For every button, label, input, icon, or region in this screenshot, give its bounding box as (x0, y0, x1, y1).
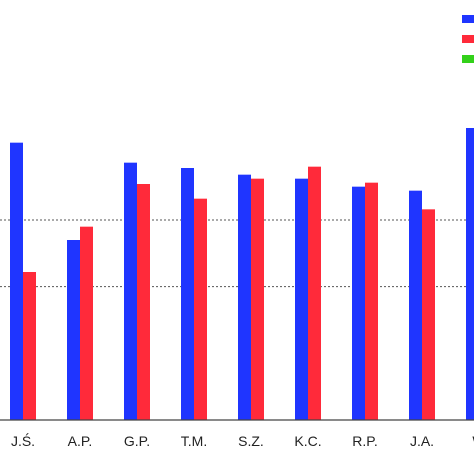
gridlines (0, 219, 474, 288)
x-tick-label: T.M. (181, 433, 207, 449)
x-tick-label: J.Ś. (11, 432, 35, 449)
x-tick-label: G.P. (124, 433, 150, 449)
bar-series-1-3 (194, 198, 207, 420)
legend-swatch-2 (462, 55, 474, 63)
bar-series-0-6 (352, 186, 365, 420)
bar-series-1-7 (422, 209, 435, 420)
x-tick-label: J.A. (410, 433, 434, 449)
bar-series-1-1 (80, 226, 93, 420)
bar-series-1-0 (23, 272, 36, 420)
bars (10, 128, 474, 420)
x-tick-label: R.P. (352, 433, 377, 449)
bar-series-0-8 (466, 128, 474, 420)
x-tick-label: S.Z. (238, 433, 264, 449)
bar-series-0-2 (124, 162, 137, 420)
bar-series-1-5 (308, 166, 321, 420)
bar-series-0-5 (295, 178, 308, 420)
x-tick-labels: J.Ś. A.P. G.P. T.M. S.Z. K.C. R.P. J.A. W (11, 432, 474, 449)
bar-series-0-4 (238, 174, 251, 420)
legend-swatch-0 (462, 15, 474, 23)
bar-series-0-1 (67, 240, 80, 420)
x-tick-label: W (472, 433, 474, 449)
bar-series-1-2 (137, 184, 150, 420)
bar-series-0-0 (10, 142, 23, 420)
bar-series-1-4 (251, 178, 264, 420)
x-tick-label: K.C. (294, 433, 321, 449)
bar-series-0-3 (181, 168, 194, 420)
legend (462, 15, 474, 63)
bar-series-0-7 (409, 190, 422, 420)
legend-swatch-1 (462, 35, 474, 43)
x-tick-label: A.P. (68, 433, 93, 449)
bar-series-1-6 (365, 182, 378, 420)
